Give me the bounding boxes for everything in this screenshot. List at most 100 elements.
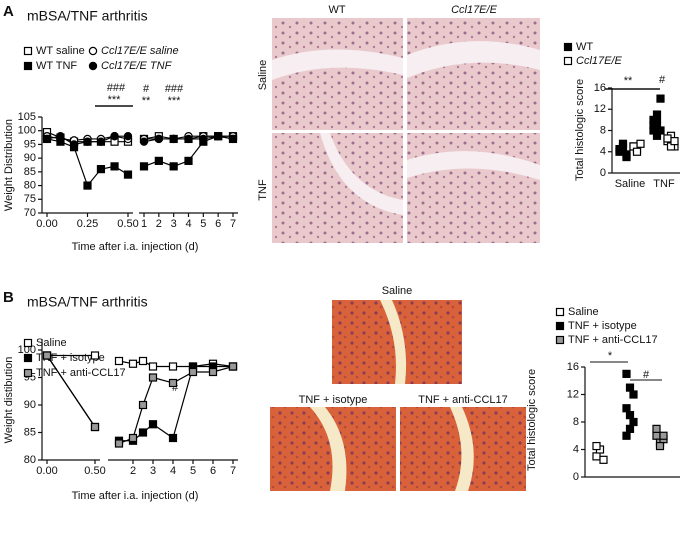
x-tick-label: 0.50 [84, 465, 105, 477]
image-label: TNF + isotype [299, 394, 368, 406]
marker [184, 156, 193, 165]
marker [42, 351, 52, 360]
histology-a [272, 18, 540, 243]
annotation: # [659, 74, 666, 86]
marker [128, 359, 138, 368]
legend-marker [23, 46, 33, 56]
image-column-label: Ccl17E/E [451, 4, 498, 16]
marker [139, 137, 149, 146]
y-tick-label: 0 [600, 167, 606, 179]
y-tick-label: 90 [24, 399, 36, 411]
annotation: ** [624, 75, 633, 87]
marker [199, 134, 208, 144]
y-tick-label: 16 [567, 361, 579, 373]
marker [123, 170, 133, 179]
image-row-label: Saline [257, 60, 269, 91]
y-tick-label: 8 [600, 124, 606, 136]
marker [622, 404, 631, 413]
marker [138, 400, 148, 410]
legend-marker [23, 338, 33, 348]
marker [670, 137, 679, 146]
marker [83, 181, 92, 190]
x-tick-label: 4 [185, 218, 191, 230]
legend-label: Ccl17E/E [576, 55, 623, 67]
x-tick-label: 5 [190, 465, 196, 477]
x-tick-label: 0.50 [117, 218, 138, 230]
legend-marker [563, 42, 573, 52]
y-tick-label: 85 [24, 166, 36, 178]
marker [138, 356, 148, 366]
legend-label: WT [576, 41, 593, 53]
marker [188, 367, 198, 377]
marker [69, 140, 79, 149]
x-tick-label: 2 [130, 465, 136, 477]
x-tick-label: 0.00 [36, 218, 57, 230]
marker [625, 424, 635, 433]
y-tick-label: 0 [573, 471, 579, 483]
x-tick-label: 3 [150, 465, 156, 477]
y-tick-label: 105 [18, 111, 36, 123]
marker [138, 428, 148, 437]
marker [154, 134, 164, 144]
y-tick-label: 8 [573, 416, 579, 428]
marker [123, 131, 133, 141]
y-tick-label: 80 [24, 179, 36, 191]
annotation: ** [142, 95, 151, 107]
series-line [46, 355, 96, 428]
legend-label: WT saline [36, 45, 85, 57]
marker [168, 362, 178, 371]
x-tick-label: TNF [653, 178, 675, 190]
x-tick-label: 0.00 [36, 465, 57, 477]
x-tick-label: 7 [230, 465, 236, 477]
x-tick-label: 5 [200, 218, 206, 230]
legend-label: Ccl17E/E TNF [101, 60, 173, 72]
annotation: *** [168, 95, 182, 107]
legend-label: Saline [568, 306, 599, 318]
legend-marker [23, 61, 33, 71]
marker [56, 131, 65, 141]
y-axis-label: Total histologic score [574, 79, 586, 181]
legend-marker [555, 335, 565, 345]
annotation: ### [107, 82, 126, 94]
marker [96, 137, 106, 146]
marker [114, 356, 124, 366]
legend-marker [88, 46, 98, 56]
marker [622, 431, 631, 440]
y-tick-label: 95 [24, 138, 36, 150]
y-tick-label: 12 [594, 103, 606, 115]
y-tick-label: 16 [594, 82, 606, 94]
y-tick-label: 80 [24, 454, 36, 466]
legend-label: TNF + anti-CCL17 [568, 334, 658, 346]
marker [618, 139, 628, 148]
x-tick-label: 4 [170, 465, 176, 477]
x-tick-label: 6 [215, 218, 221, 230]
series-line [46, 138, 129, 187]
marker [625, 411, 635, 420]
y-axis-label: Weight Distribution [3, 119, 15, 211]
marker [632, 147, 642, 156]
y-tick-label: 90 [24, 152, 36, 164]
marker [90, 351, 100, 360]
x-axis-label: Time after i.a. injection (d) [72, 490, 199, 502]
marker [148, 362, 158, 371]
x-axis-label: Time after i.a. injection (d) [72, 241, 199, 253]
x-tick-label: Saline [615, 178, 646, 190]
marker [622, 369, 631, 378]
legend-marker [23, 353, 33, 363]
legend-label: Ccl17E/E saline [101, 45, 179, 57]
y-tick-label: 85 [24, 426, 36, 438]
x-tick-label: 3 [171, 218, 177, 230]
panel-label: A [3, 3, 14, 20]
marker [629, 390, 638, 399]
y-tick-label: 12 [567, 388, 579, 400]
x-tick-label: 6 [210, 465, 216, 477]
legend-marker [555, 307, 565, 317]
x-tick-label: 7 [230, 218, 236, 230]
legend-label: TNF + isotype [568, 320, 637, 332]
x-tick-label: 0.25 [77, 218, 98, 230]
marker [208, 367, 218, 377]
marker [96, 165, 106, 174]
marker [139, 162, 149, 171]
marker [168, 433, 178, 443]
